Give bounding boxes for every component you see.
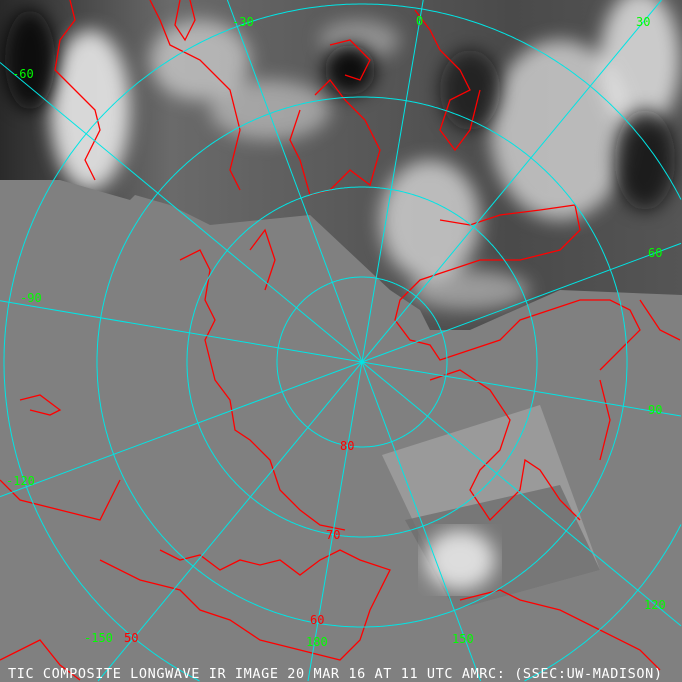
longitude-label: 60 <box>648 246 662 260</box>
meridian-line <box>361 361 682 417</box>
meridian-line <box>0 361 363 498</box>
meridian-line <box>0 300 363 363</box>
meridian-line <box>0 62 363 363</box>
latitude-label: 70 <box>326 528 340 542</box>
latitude-label: 80 <box>340 439 354 453</box>
coastline <box>149 0 241 191</box>
meridian-line <box>361 0 424 363</box>
coastline <box>99 549 391 661</box>
coastline <box>174 0 196 42</box>
latitude-label: 60 <box>310 613 324 627</box>
meridian-line <box>361 361 482 682</box>
coastline <box>639 299 681 341</box>
longitude-label: 180 <box>306 635 328 649</box>
coastline <box>54 0 101 181</box>
longitude-label: 90 <box>648 403 662 417</box>
longitude-label: 0 <box>416 14 423 28</box>
coastline <box>0 639 81 681</box>
cloud-imagery-top <box>0 0 682 330</box>
coastline <box>599 379 611 461</box>
meridian-line <box>361 361 682 627</box>
coastline <box>179 249 346 531</box>
coastline <box>0 479 121 521</box>
longitude-label: -90 <box>20 291 42 305</box>
coastline <box>329 39 371 81</box>
meridian-line <box>226 0 363 363</box>
latitude-label: 50 <box>124 631 138 645</box>
coastline <box>289 79 381 196</box>
longitude-label: -120 <box>6 474 35 488</box>
coastline <box>429 369 581 522</box>
longitude-label: -30 <box>232 15 254 29</box>
meridian-line <box>97 361 363 682</box>
longitude-label: -150 <box>84 631 113 645</box>
graticule-labels: -30 0 30 -60 60 -90 90 -120 120 -150 150 180 80 70 60 5… <box>6 14 666 649</box>
latitude-circle-80 <box>276 276 448 448</box>
latitude-circle-50 <box>3 3 682 682</box>
coastline <box>394 204 641 371</box>
coastline <box>249 228 276 291</box>
meridian-line <box>361 242 682 363</box>
coastline <box>459 589 661 671</box>
coastline <box>414 9 481 152</box>
longitude-label: 120 <box>644 598 666 612</box>
latitude-circle-60 <box>96 96 628 628</box>
image-caption: TIC COMPOSITE LONGWAVE IR IMAGE 20 MAR 1… <box>8 666 663 682</box>
longitude-label: -60 <box>12 67 34 81</box>
longitude-label: 150 <box>452 632 474 646</box>
cloud-imagery-siberia <box>382 405 600 610</box>
meridian-line <box>361 0 662 363</box>
coastline <box>19 394 62 416</box>
longitude-label: 30 <box>636 15 650 29</box>
meridian-line <box>307 361 363 682</box>
latitude-circle-70 <box>186 186 538 538</box>
